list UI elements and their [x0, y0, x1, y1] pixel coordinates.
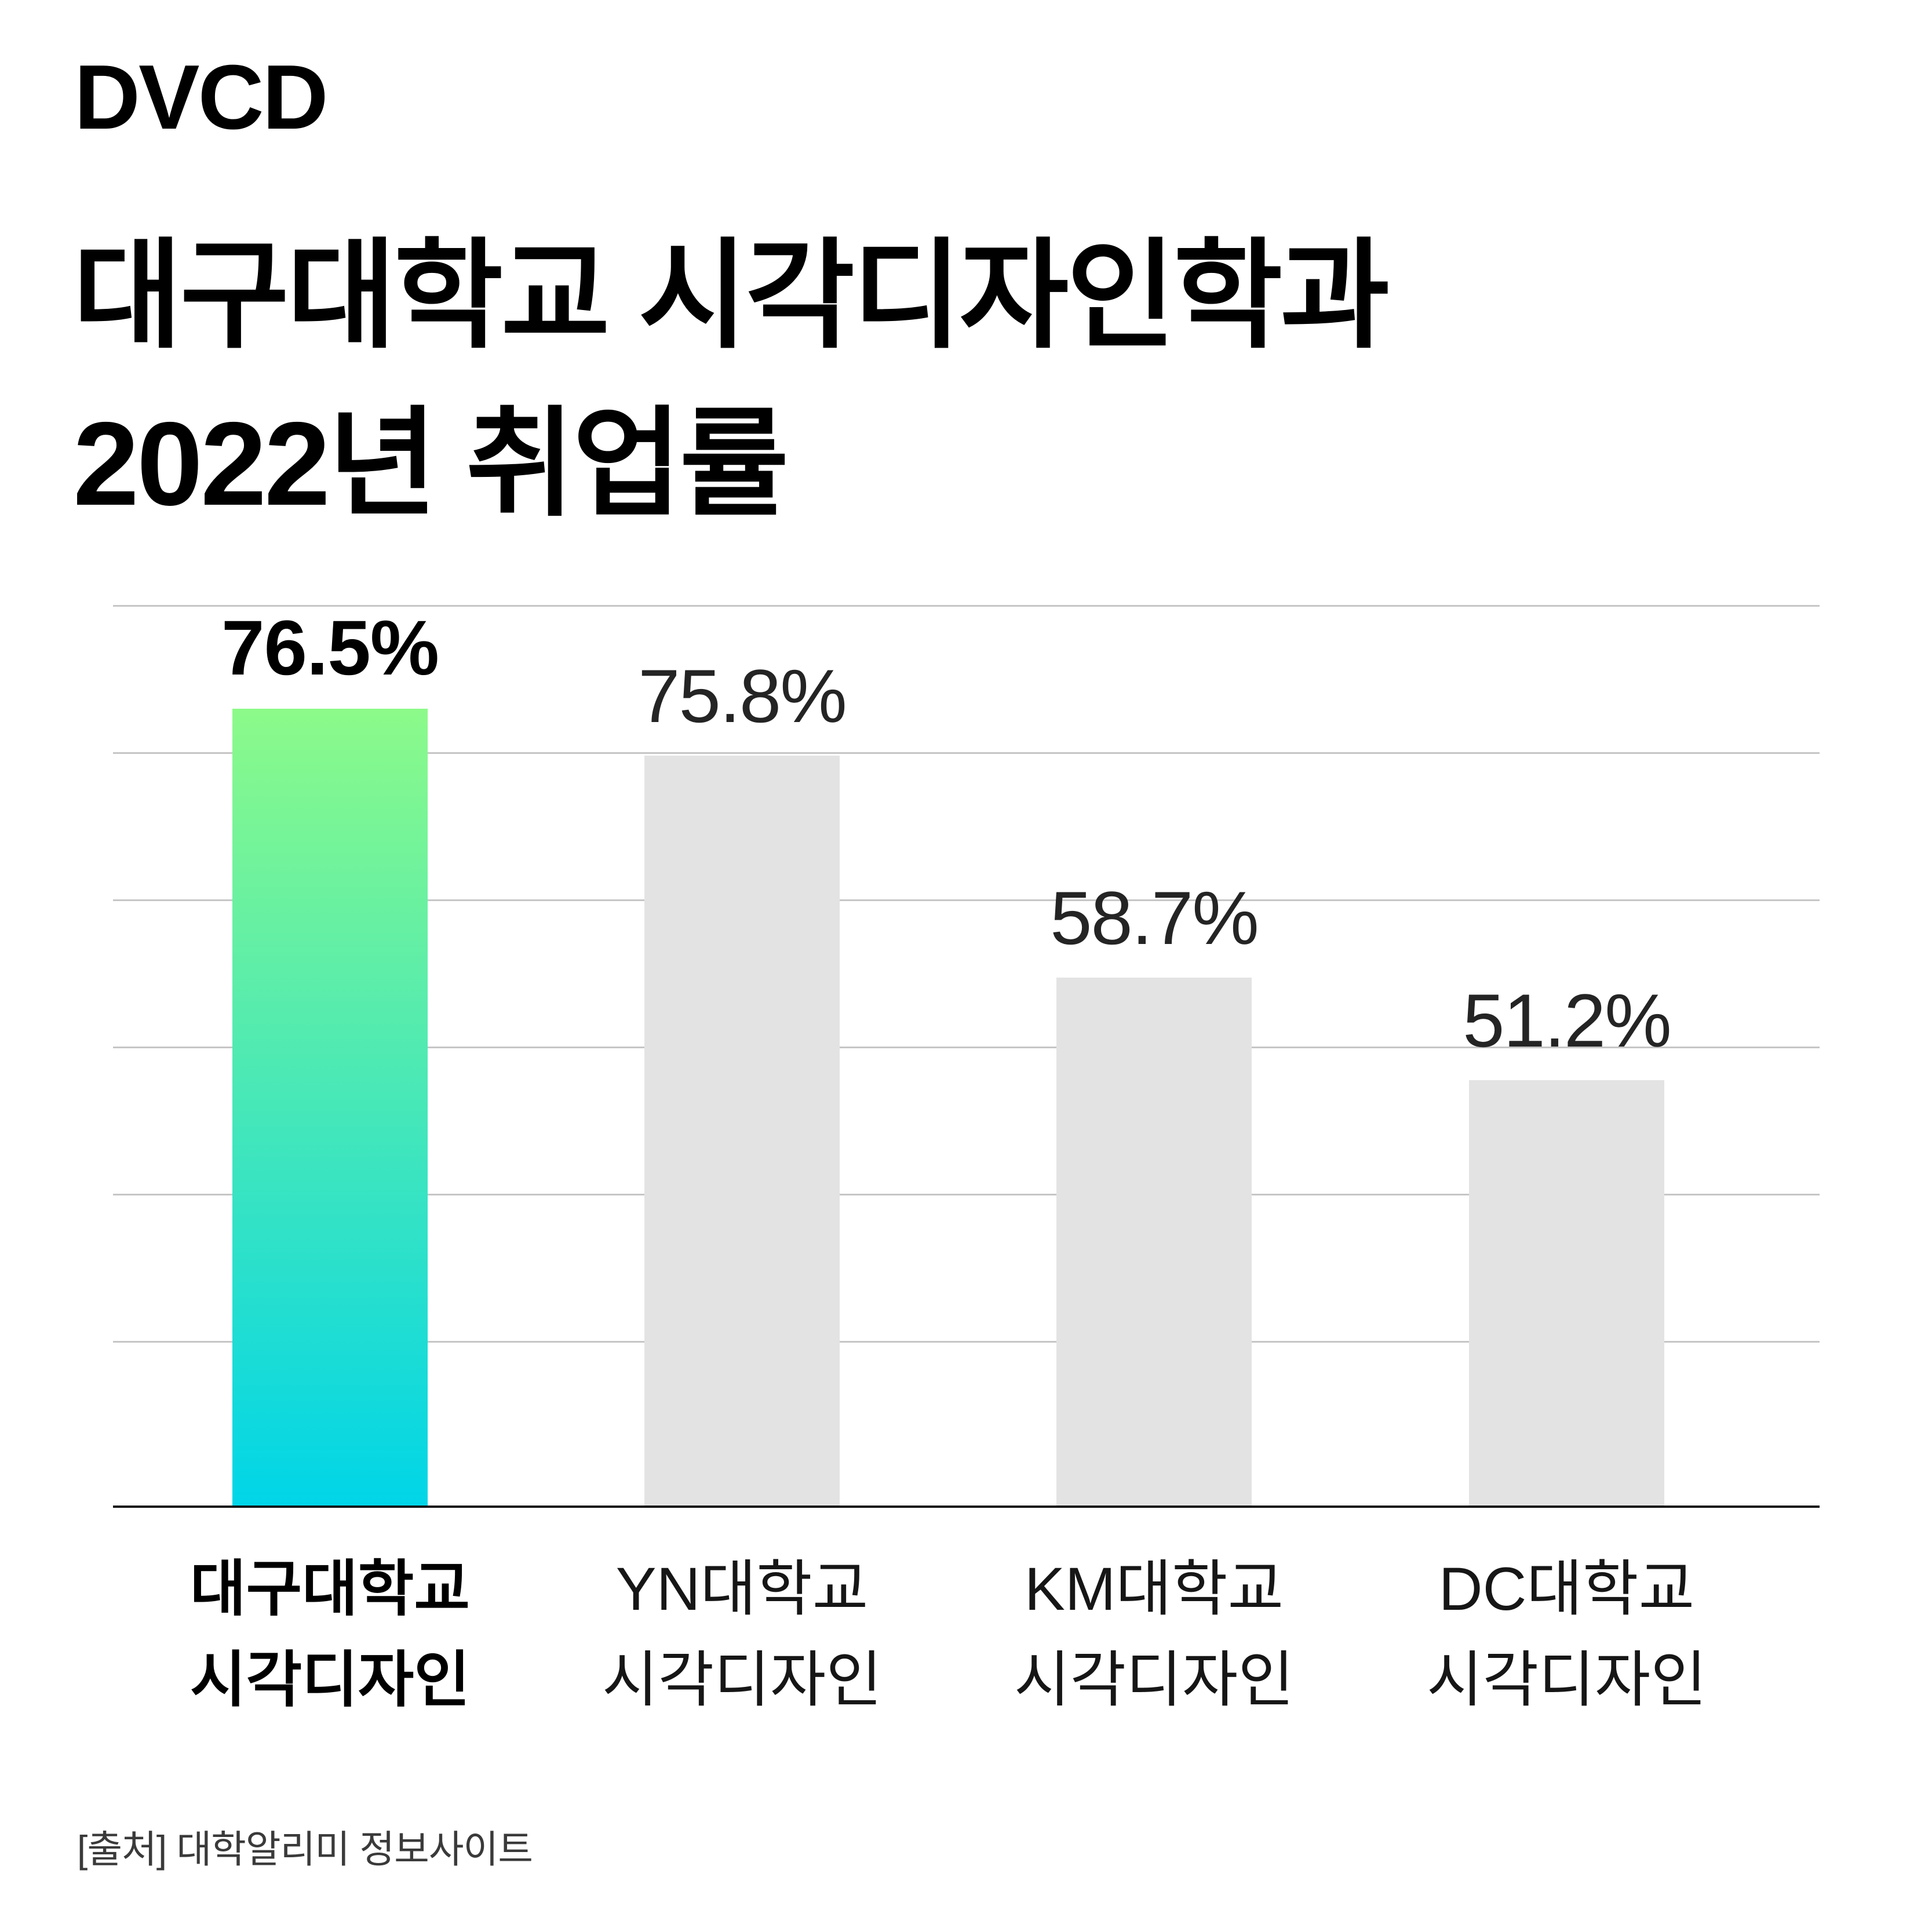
category-label-department: 시각디자인: [602, 1646, 882, 1714]
gridline: [113, 1194, 1820, 1195]
gridline: [113, 752, 1820, 754]
logo: DVCD: [74, 46, 329, 148]
category-label-department: 시각디자인: [1426, 1646, 1707, 1714]
gridline: [113, 1047, 1820, 1048]
bar: [232, 709, 428, 1507]
bar-value-label: 58.7%: [1050, 876, 1259, 960]
category-label-university: 대구대학교: [189, 1555, 470, 1623]
category-label-university: YN대학교: [615, 1555, 869, 1623]
bar-chart: 76.5% 75.8% 58.7% 51.2%: [113, 605, 1820, 1508]
category-label-department: 시각디자인: [1014, 1646, 1294, 1714]
title-line-1: 대구대학교 시각디자인학과: [73, 229, 1390, 362]
source-note: [출처] 대학알리미 정보사이트: [77, 1828, 533, 1871]
category-label-department: 시각디자인: [189, 1646, 470, 1714]
category-label: DC대학교 시각디자인: [1335, 1544, 1799, 1726]
bar: [1056, 978, 1252, 1507]
category-label: KM대학교 시각디자인: [923, 1544, 1386, 1726]
bar-column: 76.5%: [221, 605, 439, 1507]
bar-column: 51.2%: [1463, 605, 1672, 1507]
gridline: [113, 605, 1820, 607]
bar-column: 75.8%: [638, 605, 847, 1507]
bar-value-label: 76.5%: [221, 605, 439, 691]
category-label: YN대학교 시각디자인: [511, 1544, 974, 1726]
gridline: [113, 899, 1820, 901]
bar-column: 58.7%: [1050, 605, 1259, 1507]
gridline: [113, 1341, 1820, 1343]
category-label: 대구대학교 시각디자인: [99, 1544, 562, 1726]
category-label-university: KM대학교: [1024, 1555, 1284, 1623]
page-title: 대구대학교 시각디자인학과 2022년 취업률: [73, 212, 1390, 548]
bar-value-label: 75.8%: [638, 654, 847, 738]
bar-value-label: 51.2%: [1463, 978, 1672, 1063]
x-axis-line: [113, 1505, 1820, 1508]
category-label-university: DC대학교: [1438, 1555, 1695, 1623]
title-line-2: 2022년 취업률: [73, 398, 789, 530]
bar: [644, 756, 840, 1507]
bar: [1469, 1080, 1664, 1507]
